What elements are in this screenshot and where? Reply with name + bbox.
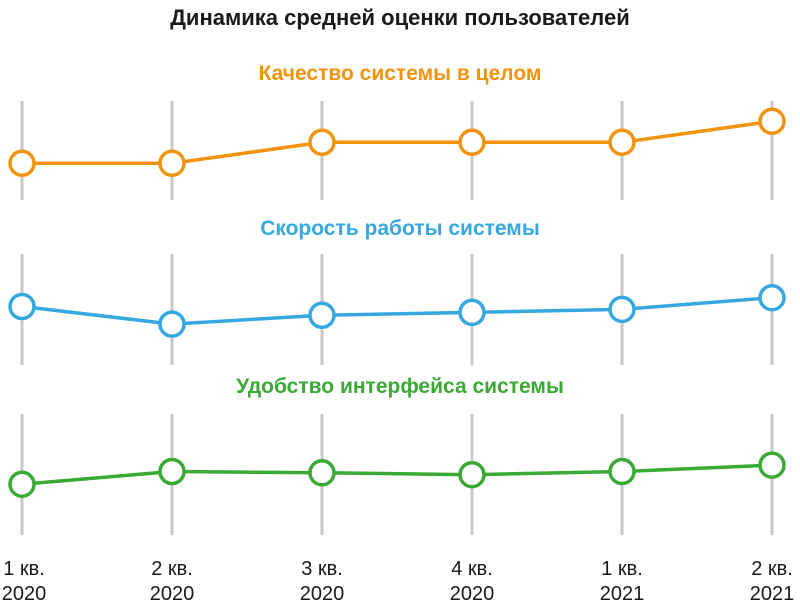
x-tick-label: 2020 [2, 583, 47, 605]
data-point [608, 457, 636, 486]
data-point [458, 298, 486, 327]
data-point [758, 283, 786, 312]
series-line [22, 119, 773, 166]
data-point [308, 459, 336, 487]
data-point [458, 128, 486, 157]
data-point [608, 128, 636, 157]
x-tick-label: 1 кв. [3, 558, 45, 580]
panel-1: Качество системы в целом [8, 62, 786, 200]
x-tick-label: 1 кв. [601, 558, 643, 580]
data-point [758, 451, 786, 479]
x-axis-tick-labels: 1 кв. 2020 2 кв. 2020 3 кв. 2020 4 кв. 2020 1 кв… [2, 558, 795, 605]
x-tick-label: 3 кв. [301, 558, 343, 580]
data-point [8, 292, 36, 321]
x-tick-label: 2020 [450, 583, 495, 605]
data-point [8, 149, 36, 178]
x-tick-label: 4 кв. [451, 558, 493, 580]
data-point [158, 149, 186, 178]
data-point [158, 310, 186, 338]
x-tick-label: 2021 [750, 583, 795, 605]
series-title: Скорость работы системы [260, 217, 540, 240]
data-point [608, 295, 636, 324]
x-tick-label: 2 кв. [751, 558, 793, 580]
x-tick-label: 2020 [150, 583, 195, 605]
series-title: Качество системы в целом [259, 62, 542, 85]
panel-2: Скорость работы системы [8, 217, 786, 365]
data-point [458, 460, 486, 489]
panel-3: Удобство интерфейса системы [8, 375, 786, 535]
x-tick-label: 2020 [300, 583, 345, 605]
data-point [758, 107, 786, 136]
x-tick-label: 2 кв. [151, 558, 193, 580]
data-point [308, 301, 336, 330]
x-tick-label: 2021 [600, 583, 645, 605]
data-point [158, 457, 186, 486]
chart-panels: Качество системы в целом Скорость работы … [8, 62, 786, 535]
chart-title: Динамика средней оценки пользователей [170, 5, 629, 30]
series-line [21, 295, 773, 326]
series-line [21, 463, 773, 486]
data-point [308, 128, 336, 157]
data-point [8, 470, 36, 498]
series-title: Удобство интерфейса системы [236, 375, 564, 398]
